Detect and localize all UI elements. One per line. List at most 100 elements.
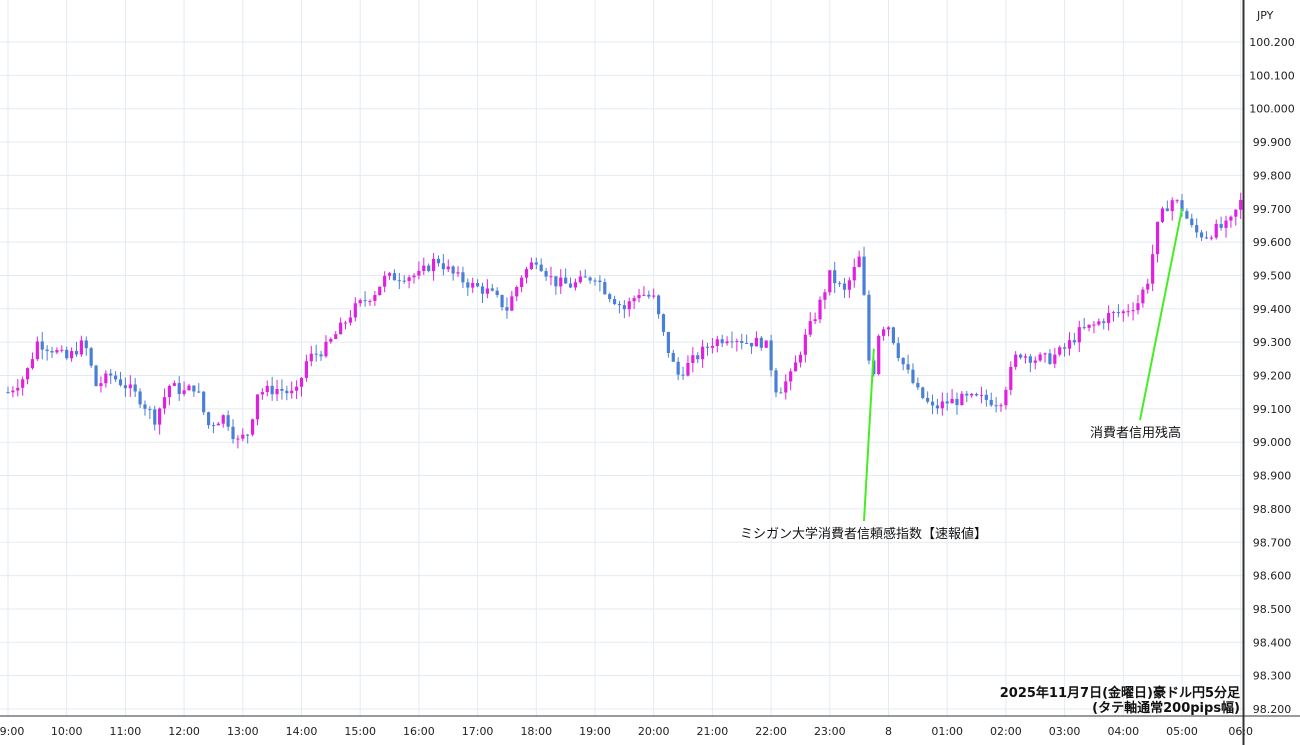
candle-body	[622, 305, 626, 310]
x-tick-label: 05:00	[1166, 725, 1198, 738]
candle-body	[373, 295, 377, 301]
candle-body	[431, 258, 436, 272]
candle-body	[989, 399, 993, 406]
x-tick-label: 22:00	[755, 725, 787, 738]
x-tick-label: 19:00	[579, 725, 611, 738]
candle-body	[1009, 366, 1013, 390]
candle-body	[1077, 327, 1081, 343]
candle-body	[1219, 223, 1223, 228]
candle-body	[588, 277, 592, 281]
y-axis-panel	[1244, 0, 1300, 745]
candle-body	[25, 368, 30, 380]
x-tick-label: 14:00	[286, 725, 318, 738]
x-tick-label: 9:00	[0, 725, 24, 738]
candle-body	[309, 353, 313, 362]
candle-body	[559, 277, 563, 287]
candle-body	[495, 290, 499, 296]
candle-body	[862, 256, 866, 295]
candle-body	[324, 341, 328, 357]
candle-body	[270, 385, 274, 395]
candle-body	[1146, 283, 1150, 290]
candle-body	[427, 265, 431, 272]
candle-body	[960, 393, 964, 406]
candle-body	[11, 390, 15, 393]
candle-body	[828, 270, 832, 293]
candle-body	[1028, 356, 1032, 363]
candle-body	[681, 374, 685, 376]
candle-body	[544, 271, 548, 277]
candle-body	[705, 346, 710, 348]
candle-body	[221, 415, 225, 424]
candle-body	[304, 361, 308, 378]
candle-body	[539, 264, 543, 272]
y-tick-label: 99.800	[1253, 169, 1292, 182]
x-tick-label: 10:00	[51, 725, 83, 738]
candle-body	[397, 280, 401, 282]
candle-body	[260, 392, 264, 395]
candle-body	[1014, 354, 1018, 367]
candle-body	[250, 419, 255, 435]
candle-body	[89, 348, 93, 366]
candle-body	[1160, 208, 1165, 222]
candle-body	[1043, 353, 1047, 355]
candle-body	[480, 286, 485, 294]
candle-body	[652, 295, 656, 297]
candle-body	[392, 273, 397, 281]
candle-body	[647, 294, 651, 297]
candle-body	[740, 341, 744, 343]
candle-body	[749, 342, 754, 347]
candle-body	[1018, 354, 1023, 358]
y-axis-ticks: 100.200 100.100 100.000 99.900 99.800 99.700 9…	[1249, 36, 1295, 716]
candle-body	[710, 346, 714, 348]
candle-body	[735, 341, 739, 343]
candle-body	[1234, 209, 1238, 217]
candle-body	[1082, 327, 1086, 329]
candle-body	[691, 355, 695, 363]
x-tick-label: 17:00	[462, 725, 494, 738]
x-tick-label: 21:00	[697, 725, 729, 738]
candle-body	[187, 385, 191, 391]
candle-body	[84, 340, 88, 349]
candle-body	[1131, 310, 1135, 312]
candle-body	[549, 276, 553, 278]
candle-body	[612, 299, 617, 305]
candle-body	[598, 280, 602, 283]
candle-body	[216, 423, 220, 426]
candle-body	[877, 335, 881, 375]
candle-body	[745, 342, 749, 344]
y-tick-label: 99.000	[1253, 436, 1292, 449]
y-tick-label: 98.500	[1253, 603, 1292, 616]
y-tick-label: 99.500	[1253, 269, 1292, 282]
candle-body	[1155, 221, 1160, 255]
candle-body	[1107, 313, 1111, 324]
candle-body	[886, 327, 891, 330]
candle-body	[363, 300, 367, 302]
candle-body	[255, 394, 260, 420]
candle-body	[1038, 354, 1042, 361]
candle-body	[471, 282, 475, 288]
candle-body	[295, 386, 299, 391]
candle-body	[231, 426, 235, 440]
candle-body	[1170, 200, 1174, 212]
candle-body	[343, 322, 348, 324]
y-tick-label: 98.400	[1253, 636, 1292, 649]
candle-body	[793, 362, 798, 372]
candle-body	[999, 405, 1003, 407]
candle-body	[940, 401, 944, 409]
x-tick-label: 03:00	[1049, 725, 1081, 738]
x-tick-label: 18:00	[520, 725, 552, 738]
candle-body	[842, 283, 847, 290]
candle-body	[808, 321, 812, 335]
candle-body	[882, 329, 886, 336]
x-tick-label: 06:0	[1228, 725, 1253, 738]
y-tick-label: 100.200	[1249, 36, 1295, 49]
candle-body	[1126, 311, 1130, 313]
y-tick-label: 98.200	[1253, 703, 1292, 716]
candle-body	[16, 387, 20, 391]
y-tick-label: 99.700	[1253, 203, 1292, 216]
candle-body	[6, 392, 10, 394]
candle-body	[970, 393, 974, 396]
currency-label: JPY	[1256, 9, 1274, 22]
candle-body	[45, 349, 49, 352]
candle-body	[172, 383, 176, 386]
